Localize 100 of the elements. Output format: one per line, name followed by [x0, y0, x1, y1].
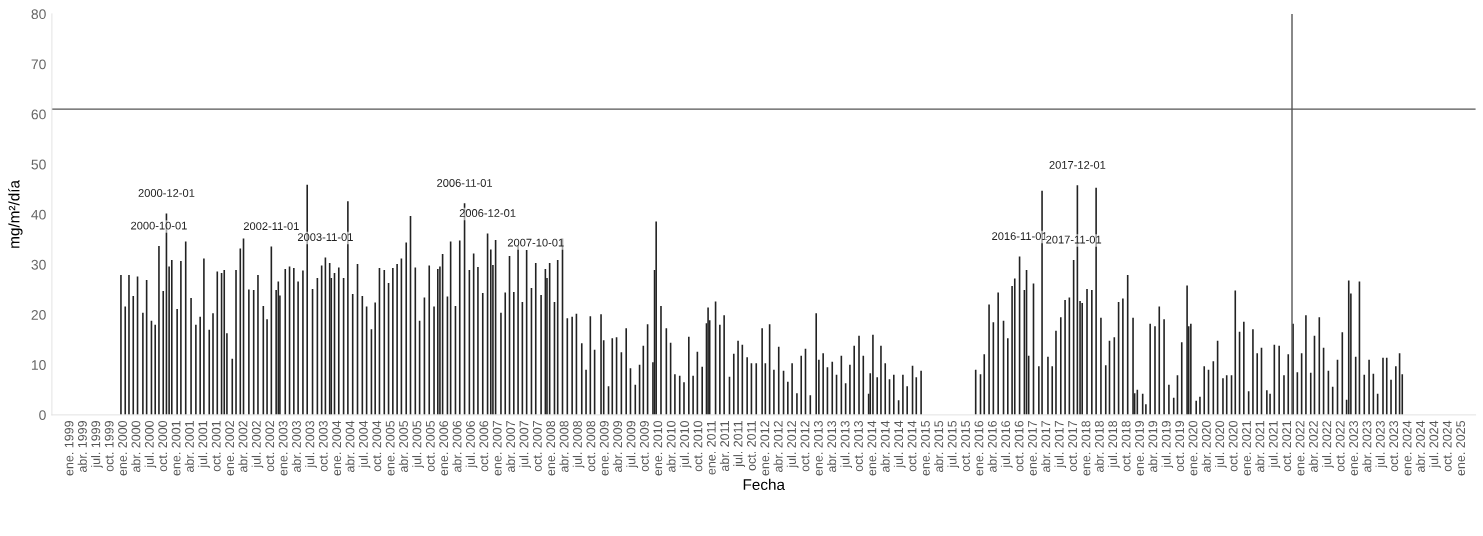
x-tick-label: abr. 2007 — [505, 421, 516, 473]
x-tick-label: jul. 2007 — [519, 421, 531, 468]
annotation: 2003-11-01 — [297, 233, 353, 242]
x-tick-label: jul. 2023 — [1375, 420, 1388, 468]
x-tick-label: abr. 2015 — [934, 420, 944, 473]
x-tick-label: oct. 2013 — [854, 420, 863, 472]
x-tick-label: oct. 2011 — [747, 421, 756, 471]
x-tick-label: jul. 2000 — [144, 420, 157, 468]
x-tick-label: ene. 2017 — [1028, 421, 1037, 476]
x-axis-title: Fecha — [743, 478, 785, 491]
x-tick-label: jul. 2014 — [893, 420, 906, 468]
x-tick-label: ene. 2011 — [706, 421, 716, 475]
x-tick-label: jul. 2015 — [947, 420, 960, 468]
x-tick-label: jul. 2005 — [412, 420, 424, 468]
annotation: 2017-12-01 — [1049, 161, 1106, 169]
x-tick-label: ene. 2021 — [1242, 421, 1251, 476]
x-tick-label: oct. 2012 — [800, 421, 810, 472]
x-tick-label: abr. 2008 — [559, 420, 569, 473]
x-tick-label: ene. 2008 — [546, 420, 556, 476]
x-tick-label: oct. 1999 — [104, 421, 114, 472]
x-tick-label: oct. 2023 — [1389, 420, 1399, 472]
x-tick-label: abr. 2009 — [612, 421, 623, 473]
x-tick-label: abr. 2003 — [291, 420, 301, 473]
y-tick-label: 70 — [31, 59, 46, 70]
annotation: 2017-11-01 — [1046, 235, 1102, 244]
y-tick-label: 10 — [31, 360, 46, 370]
x-tick-label: jul. 2024 — [1429, 420, 1441, 468]
x-tick-label: jul. 2017 — [1054, 421, 1067, 468]
x-tick-label: oct. 2020 — [1228, 420, 1238, 472]
annotation: 2002-11-01 — [243, 222, 299, 231]
x-tick-label: abr. 2011 — [719, 421, 730, 472]
x-tick-label: abr. 2001 — [184, 421, 194, 473]
x-tick-label: oct. 2014 — [907, 420, 917, 472]
x-tick-label: ene. 2015 — [920, 420, 930, 476]
annotation: 2000-12-01 — [138, 189, 195, 197]
x-tick-label: abr. 2005 — [398, 420, 408, 473]
x-tick-label: jul. 2008 — [572, 420, 585, 468]
x-tick-label: jul. 2004 — [358, 420, 371, 468]
x-tick-label: jul. 2012 — [786, 421, 799, 468]
y-tick-label: 30 — [31, 259, 46, 270]
x-tick-label: oct. 2015 — [961, 420, 970, 472]
annotation: 2007-10-01 — [507, 238, 564, 247]
x-tick-label: abr. 2010 — [666, 420, 676, 473]
x-tick-label: oct. 2006 — [479, 420, 489, 472]
x-tick-label: oct. 2016 — [1014, 420, 1024, 472]
x-tick-label: oct. 2003 — [318, 420, 328, 472]
annotation: 2000-10-01 — [131, 221, 187, 230]
x-tick-label: oct. 2007 — [532, 421, 542, 472]
x-tick-label: ene. 2022 — [1295, 421, 1305, 476]
x-tick-label: ene. 2001 — [171, 421, 181, 476]
x-tick-label: oct. 2024 — [1442, 420, 1452, 472]
x-tick-label: abr. 2021 — [1255, 421, 1265, 473]
x-tick-label: ene. 2004 — [332, 420, 342, 476]
x-tick-label: ene. 2012 — [760, 421, 770, 476]
x-tick-label: oct. 2005 — [425, 420, 435, 472]
x-tick-label: oct. 2001 — [211, 421, 221, 472]
y-tick-label: 80 — [31, 9, 46, 20]
x-tick-label: abr. 2006 — [452, 420, 462, 473]
x-tick-label: abr. 2000 — [131, 420, 141, 473]
x-tick-label: ene. 2002 — [225, 421, 235, 476]
x-tick-label: oct. 2017 — [1068, 421, 1077, 472]
y-tick-label: 50 — [31, 159, 46, 170]
x-tick-label: ene. 2018 — [1081, 420, 1091, 476]
x-tick-label: jul. 2020 — [1214, 420, 1227, 468]
x-tick-label: abr. 2017 — [1041, 421, 1051, 473]
y-tick-label: 40 — [31, 209, 46, 220]
x-tick-label: oct. 2010 — [693, 420, 703, 472]
x-tick-label: ene. 2005 — [385, 420, 395, 476]
x-tick-label: ene. 2019 — [1135, 421, 1144, 476]
x-tick-label: oct. 2019 — [1175, 421, 1185, 472]
x-tick-label: jul. 2022 — [1322, 421, 1334, 468]
y-axis-title: mg/m²/día — [8, 180, 23, 248]
x-tick-label: abr. 1999 — [77, 421, 87, 473]
x-tick-label: oct. 2022 — [1335, 421, 1345, 472]
x-tick-label: ene. 2025 — [1456, 420, 1466, 476]
x-tick-label: jul. 2010 — [679, 420, 692, 468]
x-tick-label: ene. 2000 — [118, 420, 127, 476]
x-tick-label: oct. 2021 — [1282, 421, 1292, 472]
x-tick-label: jul. 2013 — [840, 420, 852, 468]
x-tick-label: abr. 2016 — [987, 420, 997, 473]
x-tick-label: jul. 2021 — [1268, 421, 1281, 468]
x-tick-label: ene. 2013 — [813, 420, 823, 476]
x-tick-label: ene. 2016 — [974, 420, 984, 476]
x-tick-label: oct. 2002 — [265, 421, 275, 472]
x-tick-label: jul. 2002 — [251, 421, 264, 468]
x-tick-label: ene. 2014 — [867, 420, 877, 476]
x-tick-label: jul. 2009 — [626, 421, 638, 468]
x-tick-label: ene. 2009 — [599, 421, 609, 476]
x-tick-label: oct. 2000 — [158, 420, 168, 472]
x-tick-label: jul. 2003 — [305, 420, 317, 468]
x-tick-label: ene. 2023 — [1349, 420, 1358, 476]
x-tick-label: abr. 2002 — [238, 421, 248, 473]
x-tick-label: oct. 2018 — [1121, 420, 1131, 472]
x-tick-label: oct. 2009 — [639, 421, 649, 472]
x-tick-label: jul. 2006 — [465, 420, 478, 468]
y-tick-label: 0 — [39, 410, 46, 421]
x-tick-label: jul. 2019 — [1161, 421, 1174, 468]
annotation: 2006-11-01 — [437, 179, 493, 187]
x-tick-label: jul. 2001 — [198, 421, 210, 468]
y-tick-label: 60 — [31, 109, 46, 120]
